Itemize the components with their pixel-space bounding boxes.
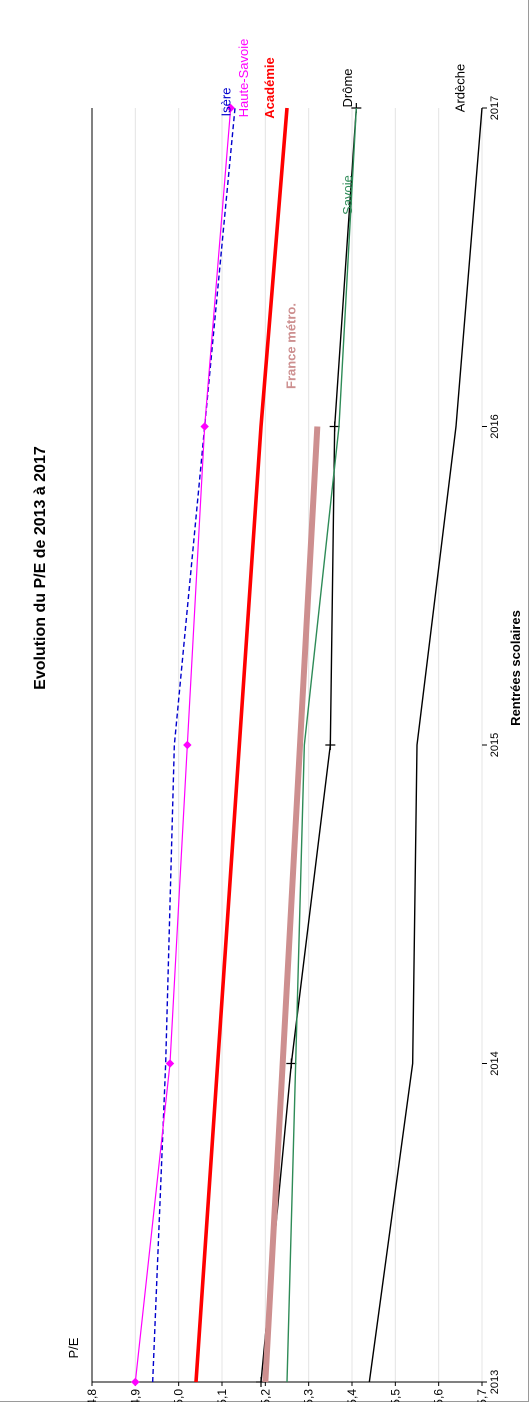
data-point — [329, 421, 340, 432]
data-point — [200, 422, 209, 431]
series-label: Haute-Savoie — [236, 39, 251, 118]
series-label: Isère — [219, 88, 234, 117]
year-tick-label: 2017 — [489, 96, 501, 120]
year-tick-label: 2014 — [489, 1051, 501, 1075]
chart-title: Evolution du P/E de 2013 à 2017 — [32, 446, 49, 690]
grid — [134, 108, 483, 1382]
year-tick-label: 2015 — [489, 733, 501, 757]
value-tick-label: 5,6 — [432, 1389, 446, 1402]
value-tick-label: 5,3 — [302, 1389, 316, 1402]
data-point — [183, 740, 192, 750]
series-line-haute-savoie — [134, 107, 232, 1383]
value-tick-label: 5,4 — [345, 1389, 359, 1402]
x-axis-title: Rentrées scolaires — [508, 610, 523, 726]
series-line-isère — [151, 107, 236, 1383]
series-line-savoie — [286, 107, 358, 1383]
data-point — [165, 1059, 175, 1068]
series-label: Savoie — [340, 175, 355, 215]
y-axis-title: P/E — [66, 1337, 81, 1358]
series-line-ardèche — [368, 107, 483, 1383]
value-tick-label: 4,8 — [85, 1389, 99, 1402]
year-tick-label: 2013 — [489, 1370, 501, 1394]
value-tick-label: 5,5 — [388, 1389, 402, 1402]
data-point — [256, 1377, 266, 1387]
series-label: Ardèche — [453, 64, 468, 112]
series-line-académie — [194, 107, 289, 1383]
series-line-france-métro- — [262, 426, 321, 1383]
year-tick-label: 2016 — [489, 414, 501, 438]
value-tick-label: 5,2 — [258, 1389, 272, 1402]
series-labels: Ardèche Drôme Savoie France métro. Académie I… — [219, 39, 468, 389]
value-tick-label: 5,1 — [215, 1389, 229, 1402]
series-label: Drôme — [340, 68, 355, 107]
series-label: France métro. — [284, 303, 299, 389]
value-tick-label: 5,7 — [475, 1389, 489, 1402]
data-point — [131, 1377, 140, 1387]
value-tick-label: 4,9 — [128, 1389, 142, 1402]
data-point — [286, 1058, 297, 1069]
series-label: Académie — [262, 57, 277, 118]
data-point — [325, 740, 336, 750]
series-lines — [131, 103, 483, 1387]
value-tick-label: 5,0 — [172, 1389, 186, 1402]
data-point — [226, 103, 235, 113]
